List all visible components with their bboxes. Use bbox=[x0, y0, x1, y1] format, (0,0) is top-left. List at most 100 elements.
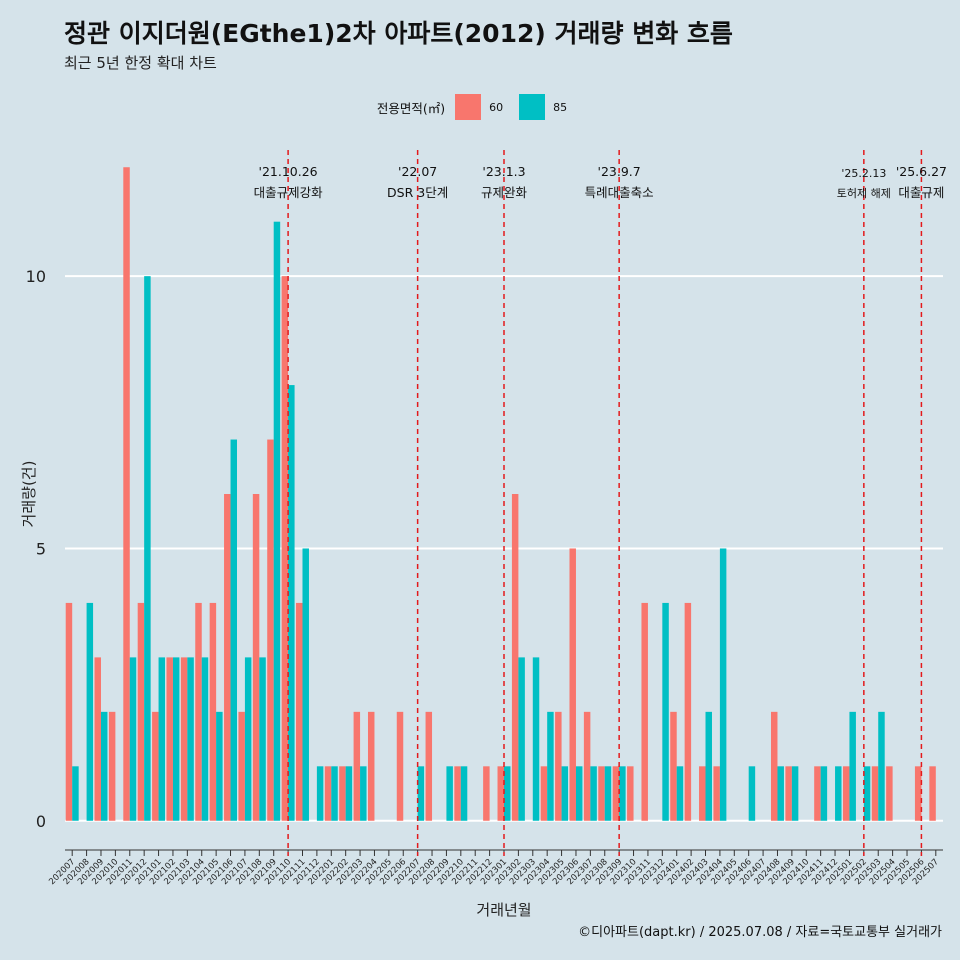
event-date-label: '23.9.7 bbox=[598, 164, 641, 179]
bar-60-202201 bbox=[325, 766, 331, 820]
bar-60-202409 bbox=[785, 766, 791, 820]
bar-60-202206 bbox=[397, 712, 403, 821]
bar-60-202210 bbox=[454, 766, 460, 820]
bar-60-202309 bbox=[613, 766, 619, 820]
y-tick-label: 0 bbox=[36, 812, 46, 831]
bar-60-202204 bbox=[368, 712, 374, 821]
bar-60-202102 bbox=[166, 657, 172, 820]
event-date-label: '23.1.3 bbox=[482, 164, 525, 179]
bar-60-202311 bbox=[641, 603, 647, 821]
y-tick-label: 10 bbox=[26, 267, 46, 286]
bar-60-202301 bbox=[498, 766, 504, 820]
event-date-label: '22.07 bbox=[398, 164, 437, 179]
bar-85-202501 bbox=[849, 712, 855, 821]
bar-85-202404 bbox=[720, 548, 726, 820]
bar-85-202302 bbox=[518, 657, 524, 820]
event-date-label: '25.6.27 bbox=[896, 164, 947, 179]
event-label: 규제완화 bbox=[481, 185, 528, 200]
bar-60-202108 bbox=[253, 494, 259, 821]
bar-85-202103 bbox=[187, 657, 193, 820]
bar-85-202308 bbox=[605, 766, 611, 820]
x-axis-title: 거래년월 bbox=[476, 901, 531, 919]
bar-60-202308 bbox=[598, 766, 604, 820]
bar-85-202109 bbox=[274, 222, 280, 821]
bar-85-202110 bbox=[288, 385, 294, 821]
bar-60-202408 bbox=[771, 712, 777, 821]
bar-85-202009 bbox=[101, 712, 107, 821]
bar-60-202306 bbox=[569, 548, 575, 820]
bar-60-202111 bbox=[296, 603, 302, 821]
bar-85-202011 bbox=[130, 657, 136, 820]
bar-60-202212 bbox=[483, 766, 489, 820]
bar-60-202107 bbox=[238, 712, 244, 821]
bar-85-202412 bbox=[835, 766, 841, 820]
bar-60-202007 bbox=[66, 603, 72, 821]
bar-60-202404 bbox=[713, 766, 719, 820]
event-label: DSR 3단계 bbox=[387, 185, 448, 200]
event-label: 대출규제 bbox=[898, 185, 944, 200]
event-label: 특례대출축소 bbox=[585, 185, 654, 200]
bar-85-202409 bbox=[792, 766, 798, 820]
bar-60-202507 bbox=[929, 766, 935, 820]
bar-85-202304 bbox=[547, 712, 553, 821]
bar-60-202305 bbox=[555, 712, 561, 821]
bar-60-202202 bbox=[339, 766, 345, 820]
event-label: 대출규제강화 bbox=[254, 185, 324, 200]
bar-60-202501 bbox=[843, 766, 849, 820]
bar-85-202403 bbox=[706, 712, 712, 821]
event-label: 토허제 해제 bbox=[837, 186, 891, 200]
bar-85-202112 bbox=[317, 766, 323, 820]
bar-60-202103 bbox=[181, 657, 187, 820]
bar-60-202011 bbox=[123, 167, 129, 821]
bar-85-202101 bbox=[159, 657, 165, 820]
bar-85-202007 bbox=[72, 766, 78, 820]
bar-85-202307 bbox=[590, 766, 596, 820]
bar-85-202012 bbox=[144, 276, 150, 821]
bar-60-202104 bbox=[195, 603, 201, 821]
bar-60-202203 bbox=[354, 712, 360, 821]
bar-85-202102 bbox=[173, 657, 179, 820]
bar-85-202408 bbox=[777, 766, 783, 820]
bar-85-202203 bbox=[360, 766, 366, 820]
bar-85-202210 bbox=[461, 766, 467, 820]
bar-85-202105 bbox=[216, 712, 222, 821]
bar-85-202107 bbox=[245, 657, 251, 820]
bar-60-202105 bbox=[210, 603, 216, 821]
bar-60-202506 bbox=[915, 766, 921, 820]
bar-60-202110 bbox=[282, 276, 288, 821]
bar-60-202504 bbox=[886, 766, 892, 820]
bar-60-202307 bbox=[584, 712, 590, 821]
bar-85-202111 bbox=[302, 548, 308, 820]
y-axis-title: 거래량(건) bbox=[20, 461, 38, 528]
bar-85-202309 bbox=[619, 766, 625, 820]
bar-85-202301 bbox=[504, 766, 510, 820]
bar-60-202012 bbox=[138, 603, 144, 821]
bar-60-202208 bbox=[426, 712, 432, 821]
bar-85-202201 bbox=[331, 766, 337, 820]
bar-85-202303 bbox=[533, 657, 539, 820]
bar-85-202406 bbox=[749, 766, 755, 820]
event-date-label: '21.10.26 bbox=[259, 164, 318, 179]
bar-85-202207 bbox=[418, 766, 424, 820]
bar-85-202411 bbox=[821, 766, 827, 820]
bar-60-202503 bbox=[872, 766, 878, 820]
source-footer: ©디아파트(dapt.kr) / 2025.07.08 / 자료=국토교통부 실… bbox=[578, 921, 942, 940]
bar-60-202304 bbox=[541, 766, 547, 820]
bar-60-202302 bbox=[512, 494, 518, 821]
bar-60-202310 bbox=[627, 766, 633, 820]
bar-85-202306 bbox=[576, 766, 582, 820]
bar-60-202411 bbox=[814, 766, 820, 820]
bar-85-202104 bbox=[202, 657, 208, 820]
y-tick-label: 5 bbox=[36, 539, 46, 558]
bar-85-202401 bbox=[677, 766, 683, 820]
bar-60-202106 bbox=[224, 494, 230, 821]
bar-85-202502 bbox=[864, 766, 870, 820]
bar-60-202009 bbox=[95, 657, 101, 820]
bar-60-202101 bbox=[152, 712, 158, 821]
bar-60-202402 bbox=[685, 603, 691, 821]
bar-60-202010 bbox=[109, 712, 115, 821]
bar-85-202209 bbox=[446, 766, 452, 820]
bar-85-202008 bbox=[87, 603, 93, 821]
bar-85-202108 bbox=[259, 657, 265, 820]
bar-85-202503 bbox=[878, 712, 884, 821]
